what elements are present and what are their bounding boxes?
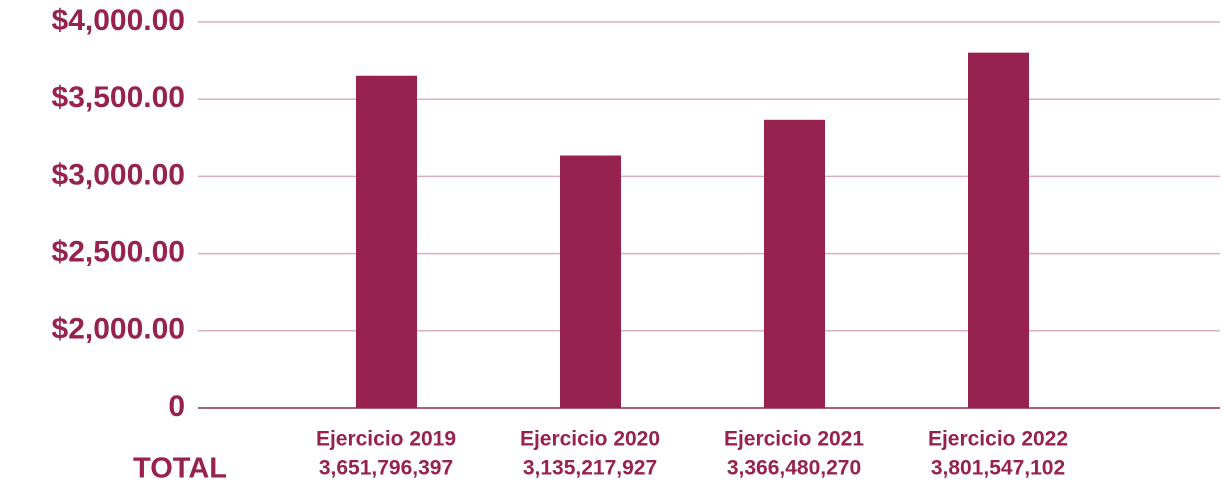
total-label: TOTAL — [133, 453, 227, 485]
value-label: 3,135,217,927 — [523, 457, 657, 480]
value-label: 3,801,547,102 — [931, 457, 1065, 480]
x-tick-label: Ejercicio 2019 — [316, 428, 456, 451]
y-tick-label: $3,000.00 — [52, 158, 185, 191]
y-tick-label: $2,000.00 — [52, 313, 185, 346]
x-tick-label: Ejercicio 2021 — [724, 428, 864, 451]
bar — [764, 119, 825, 409]
y-tick-label: $4,000.00 — [52, 4, 185, 37]
bar — [356, 75, 417, 408]
bar — [968, 52, 1029, 409]
x-tick-label: Ejercicio 2020 — [520, 428, 660, 451]
value-label: 3,366,480,270 — [727, 457, 861, 480]
y-tick-label: $2,500.00 — [52, 236, 185, 269]
bar — [560, 155, 621, 408]
y-tick-label: 0 — [168, 390, 185, 423]
x-tick-label: Ejercicio 2022 — [928, 428, 1068, 451]
y-tick-label: $3,500.00 — [52, 81, 185, 114]
value-label: 3,651,796,397 — [319, 457, 453, 480]
